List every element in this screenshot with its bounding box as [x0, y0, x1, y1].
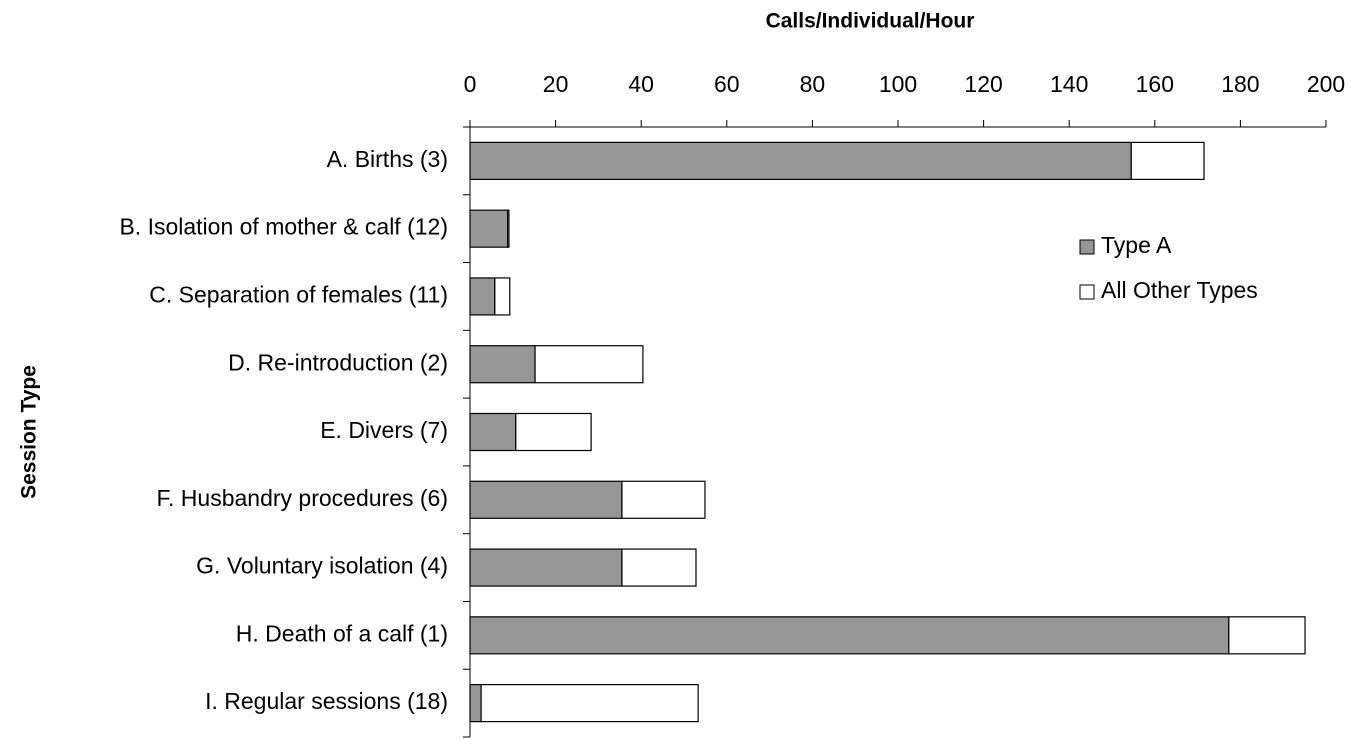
y-tick-label: F. Husbandry procedures (6): [157, 485, 448, 511]
legend-label: All Other Types: [1101, 277, 1258, 303]
bar-segment: [507, 209, 510, 248]
y-tick-label: A. Births (3): [327, 146, 448, 172]
chart-title: Calls/Individual/Hour: [766, 10, 975, 33]
y-tick-label: I. Regular sessions (18): [205, 688, 448, 714]
bar-segment: [1130, 141, 1205, 180]
x-tick-label: 100: [879, 71, 917, 97]
x-tick-label: 80: [800, 71, 826, 97]
y-tick-label: C. Separation of females (11): [149, 282, 448, 308]
x-tick-label: 180: [1221, 71, 1259, 97]
x-tick-label: 40: [628, 71, 654, 97]
bar-segment: [480, 684, 699, 723]
bar-segment: [469, 277, 496, 316]
legend-swatch: [1079, 239, 1095, 255]
y-axis-label: Session Type: [18, 365, 41, 499]
legend-label: Type A: [1101, 232, 1172, 258]
bar-segment: [494, 277, 511, 316]
y-tick-label: D. Re-introduction (2): [228, 349, 448, 375]
x-tick-label: 120: [964, 71, 1002, 97]
bar-segment: [469, 141, 1132, 180]
x-tick-label: 20: [543, 71, 569, 97]
legend-swatch: [1079, 284, 1095, 300]
x-tick-label: 0: [464, 71, 477, 97]
x-tick-label: 200: [1307, 71, 1345, 97]
bar-segment: [469, 616, 1230, 655]
bar-segment: [1228, 616, 1306, 655]
y-tick-label: B. Isolation of mother & calf (12): [119, 214, 448, 240]
bar-segment: [469, 209, 509, 248]
bar-segment: [621, 480, 706, 519]
bar-segment: [621, 548, 697, 587]
y-tick-label: E. Divers (7): [320, 417, 448, 443]
bar-segment: [515, 412, 592, 452]
bar-segment: [469, 345, 536, 384]
x-tick-label: 140: [1050, 71, 1088, 97]
y-tick-label: G. Voluntary isolation (4): [196, 553, 448, 579]
y-tick-label: H. Death of a calf (1): [236, 620, 448, 646]
x-tick-label: 160: [1136, 71, 1174, 97]
bar-segment: [469, 684, 482, 723]
bar-segment: [469, 412, 517, 452]
bar-segment: [469, 548, 623, 587]
bar-segment: [469, 480, 623, 519]
x-tick-label: 60: [714, 71, 740, 97]
bar-segment: [534, 345, 644, 384]
